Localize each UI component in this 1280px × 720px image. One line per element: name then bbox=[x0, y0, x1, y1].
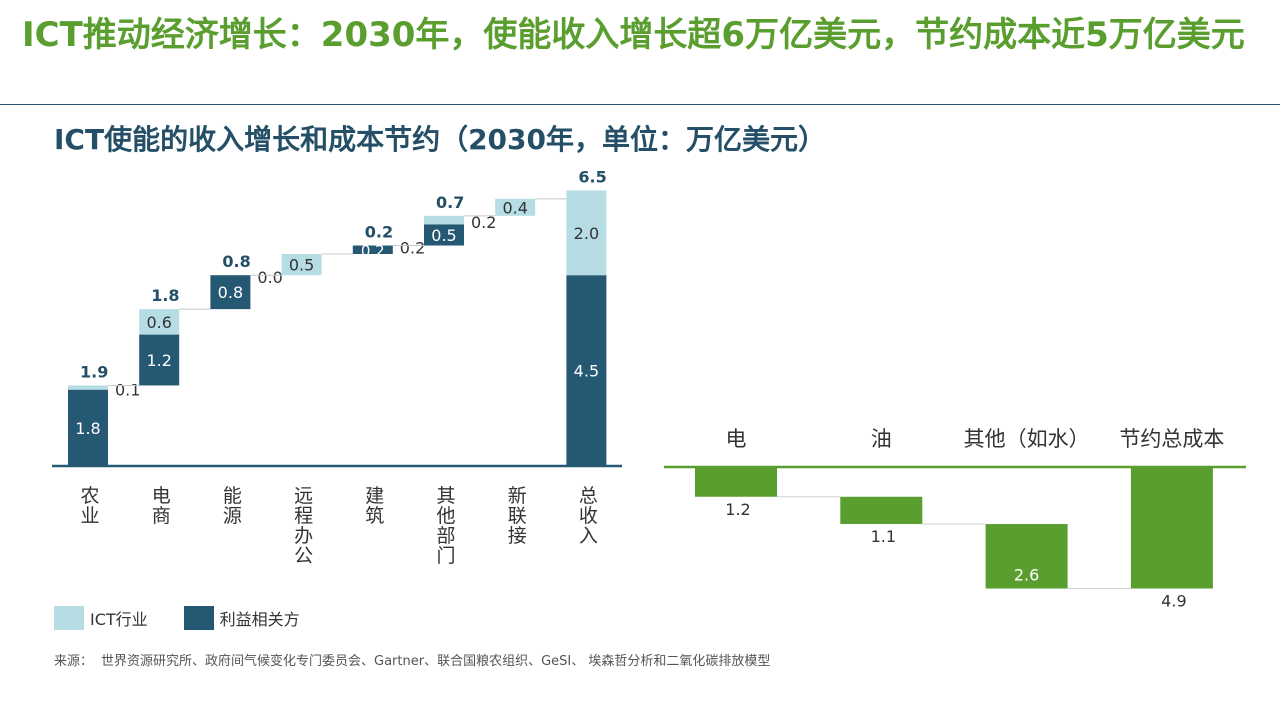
category-label-char: 源 bbox=[223, 505, 242, 527]
bar-stakeholder bbox=[566, 275, 607, 466]
category-label-char: 程 bbox=[294, 505, 313, 527]
savings-value-label: 4.9 bbox=[1161, 592, 1186, 611]
total-label: 0.8 bbox=[222, 252, 250, 271]
total-label: 0.2 bbox=[365, 223, 393, 242]
category-label-char: 他 bbox=[436, 505, 455, 527]
chart-subtitle: ICT使能的收入增长和成本节约（2030年，单位：万亿美元） bbox=[54, 123, 826, 156]
savings-bar bbox=[840, 496, 923, 525]
bar-ict bbox=[566, 190, 607, 276]
data-label-ict: 2.0 bbox=[574, 224, 599, 243]
category-label-char: 收 bbox=[579, 505, 598, 527]
bar-stakeholder bbox=[210, 275, 251, 310]
page-title: ICT推动经济增长：2030年，使能收入增长超6万亿美元，节约成本近5万亿美元 bbox=[22, 15, 1245, 55]
total-label: 1.9 bbox=[80, 362, 108, 381]
data-label-ict: 0.0 bbox=[257, 268, 282, 287]
data-label-ict: 0.6 bbox=[146, 313, 171, 332]
data-label-stakeholder: 4.5 bbox=[574, 362, 599, 381]
category-label-char: 门 bbox=[436, 545, 455, 567]
savings-bar bbox=[985, 524, 1068, 589]
category-label-char: 部 bbox=[436, 525, 455, 547]
bar-stakeholder bbox=[424, 224, 464, 246]
data-label-stakeholder: 0.2 bbox=[361, 242, 385, 260]
savings-value-label: 2.6 bbox=[1014, 566, 1039, 585]
category-label-char: 远 bbox=[294, 485, 313, 507]
savings-bar bbox=[695, 467, 777, 497]
legend-swatch-ict bbox=[54, 606, 84, 630]
legend-label-stakeholder: 利益相关方 bbox=[219, 610, 300, 629]
data-label-ict: 0.2 bbox=[471, 213, 496, 232]
data-label-ict: 0.2 bbox=[400, 239, 425, 258]
bar-stakeholder bbox=[352, 245, 393, 254]
data-label-ict: 0.5 bbox=[289, 256, 314, 275]
data-label-stakeholder: 1.2 bbox=[146, 351, 171, 370]
bar-ict bbox=[139, 309, 180, 335]
source-note: 来源： 世界资源研究所、政府间气候变化专门委员会、Gartner、联合国粮农组织、… bbox=[54, 650, 778, 669]
data-label-stakeholder: 0.8 bbox=[218, 283, 243, 302]
category-label-char: 联 bbox=[508, 505, 527, 527]
title-divider bbox=[0, 104, 1280, 105]
chart-legend: ICT行业 利益相关方 bbox=[54, 606, 300, 630]
category-label-char: 办 bbox=[294, 525, 313, 547]
savings-category-label: 油 bbox=[871, 427, 892, 451]
bar-stakeholder bbox=[68, 389, 108, 466]
category-label-char: 筑 bbox=[365, 505, 384, 527]
category-label-char: 商 bbox=[152, 505, 171, 527]
data-label-stakeholder: 1.8 bbox=[75, 419, 100, 438]
category-label-char: 建 bbox=[365, 485, 384, 507]
bar-stakeholder bbox=[139, 334, 180, 386]
bar-ict bbox=[424, 215, 464, 225]
total-label: 1.8 bbox=[151, 286, 179, 305]
total-label: 6.5 bbox=[578, 167, 606, 186]
category-label-char: 新 bbox=[508, 485, 527, 507]
legend-item-ict: ICT行业 bbox=[54, 606, 148, 630]
category-label-char: 能 bbox=[223, 485, 242, 507]
category-label-char: 农 bbox=[80, 485, 99, 507]
savings-bar bbox=[1130, 467, 1213, 589]
savings-value-label: 1.2 bbox=[725, 500, 750, 519]
category-label-char: 总 bbox=[579, 485, 598, 507]
bar-ict bbox=[495, 198, 536, 216]
legend-item-stakeholder: 利益相关方 bbox=[183, 606, 300, 630]
total-label: 0.7 bbox=[436, 193, 464, 212]
savings-value-label: 1.1 bbox=[871, 527, 896, 546]
savings-category-label: 其他（如水） bbox=[964, 427, 1090, 451]
legend-label-ict: ICT行业 bbox=[90, 610, 148, 629]
bar-ict bbox=[68, 385, 108, 390]
data-label-stakeholder: 0.5 bbox=[431, 226, 456, 245]
category-label-char: 公 bbox=[294, 545, 313, 567]
savings-category-label: 节约总成本 bbox=[1119, 427, 1224, 451]
source-label: 来源： bbox=[54, 654, 94, 669]
data-label-ict: 0.4 bbox=[502, 198, 527, 217]
category-label-char: 电 bbox=[152, 485, 171, 507]
category-label-char: 接 bbox=[508, 525, 527, 547]
category-label-char: 入 bbox=[579, 525, 598, 547]
data-label-ict: 0.1 bbox=[115, 381, 140, 400]
source-text: 世界资源研究所、政府间气候变化专门委员会、Gartner、联合国粮农组织、GeS… bbox=[101, 654, 771, 669]
bar-ict bbox=[281, 254, 322, 276]
category-label-char: 其 bbox=[436, 485, 455, 507]
category-label-char: 业 bbox=[80, 505, 99, 527]
legend-swatch-stakeholder bbox=[183, 606, 214, 630]
savings-category-label: 电 bbox=[726, 427, 747, 451]
